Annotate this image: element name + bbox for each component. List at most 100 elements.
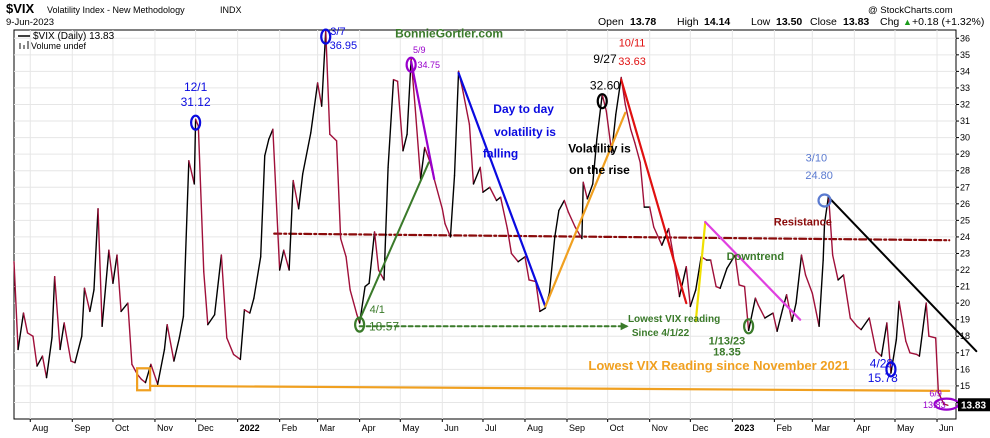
price-segment — [41, 355, 48, 379]
trendline-yellow — [694, 220, 707, 323]
annotation-label: Resistance — [774, 216, 832, 228]
trendline-green — [358, 161, 430, 321]
price-segment — [259, 155, 266, 258]
x-tick-label: 2022 — [240, 423, 260, 433]
trendline-orange — [149, 384, 951, 392]
price-segment — [678, 266, 687, 298]
high-label: High — [677, 16, 699, 28]
annotation-label: 33.63 — [618, 56, 646, 68]
price-segment — [528, 279, 537, 283]
y-tick-label: 32 — [960, 99, 970, 109]
price-segment — [868, 317, 877, 352]
date-label: 9-Jun-2023 — [6, 17, 54, 28]
legend: $VIX (Daily) 13.83 Volume undef — [18, 31, 115, 51]
price-segment — [203, 270, 209, 326]
price-segment — [53, 275, 61, 351]
annotation-label: Lowest VIX reading — [628, 314, 720, 325]
price-segment — [818, 259, 824, 328]
y-tick-label: 18 — [960, 331, 970, 341]
price-segment — [243, 309, 251, 314]
price-segment — [661, 227, 670, 246]
x-tick-label: 2023 — [734, 423, 754, 433]
price-segment — [120, 302, 129, 313]
highlight-ellipse — [320, 28, 332, 45]
price-segment — [918, 302, 927, 357]
trendline-red — [620, 78, 688, 305]
y-tick-label: 27 — [960, 182, 970, 192]
price-segment — [849, 317, 858, 328]
annotation-label: 34.75 — [417, 60, 440, 70]
price-segment — [188, 160, 195, 185]
x-tick-label: Feb — [282, 423, 298, 433]
y-tick-label: 19 — [960, 315, 970, 325]
annotation-label: Lowest VIX Reading since November 2021 — [588, 358, 849, 373]
price-segment — [738, 284, 746, 288]
price-segment — [517, 256, 526, 263]
price-segment — [156, 348, 166, 385]
annotation-label: Since 4/1/22 — [632, 328, 690, 339]
price-segment — [377, 269, 385, 281]
price-segment — [734, 254, 740, 286]
y-tick-label: 35 — [960, 50, 970, 60]
x-tick-label: Oct — [115, 423, 130, 433]
annotation-label: 15.78 — [868, 371, 898, 385]
x-tick-label: Mar — [814, 423, 830, 433]
price-segment — [301, 131, 312, 175]
annotation-label: 3/7 — [330, 26, 345, 38]
price-segment — [581, 181, 584, 240]
price-segment — [297, 173, 304, 210]
trendline-magenta — [704, 220, 802, 321]
price-segment — [345, 256, 351, 291]
annotation-texts: 12/131.12 3/7 36.95 BonnieGortler.com 5/9 34.… — [181, 26, 946, 410]
price-segment — [278, 249, 285, 271]
price-segment — [823, 194, 830, 225]
price-segment — [272, 128, 281, 271]
chg-arrow-icon: ▲ — [903, 17, 912, 27]
price-segment — [592, 138, 598, 185]
price-segment — [586, 183, 594, 200]
price-segment — [842, 274, 851, 319]
price-segment — [26, 332, 34, 337]
price-segment — [373, 231, 380, 271]
price-segment — [667, 227, 674, 253]
price-segment — [811, 292, 820, 328]
x-tick-label: Aug — [32, 423, 48, 433]
annotation-label: 6/9 — [929, 389, 942, 399]
price-segment — [414, 107, 422, 180]
price-segment — [615, 76, 622, 116]
price-segment — [349, 289, 358, 316]
y-tick-label: 16 — [960, 364, 970, 374]
annotation-label: 1/13/23 — [709, 336, 746, 348]
annotation-label: 10/11 — [619, 38, 646, 50]
price-segment — [548, 236, 556, 294]
y-tick-label: 34 — [960, 66, 970, 76]
plot-area: 12/131.12 3/7 36.95 BonnieGortler.com 5/9 34.… — [13, 26, 978, 420]
legend-volume: Volume undef — [31, 41, 87, 51]
x-tick-label: Sep — [74, 423, 90, 433]
price-segment — [197, 125, 205, 273]
low-value: 13.50 — [776, 16, 802, 28]
price-segment — [822, 222, 826, 261]
price-segment — [368, 231, 376, 284]
y-tick-label: 28 — [960, 166, 970, 176]
price-segment — [524, 256, 530, 281]
price-segment — [886, 322, 892, 374]
price-segment — [747, 297, 757, 332]
price-segment — [392, 78, 399, 83]
annotation-label: 12/1 — [184, 80, 208, 94]
price-segment — [396, 80, 404, 152]
price-segment — [648, 206, 655, 228]
price-segment — [726, 254, 736, 270]
price-segment — [928, 335, 937, 339]
price-segment — [764, 312, 774, 319]
price-segment — [112, 254, 118, 284]
x-tick-label: Feb — [776, 423, 792, 433]
x-tick-label: Dec — [692, 423, 709, 433]
price-segment — [856, 325, 862, 331]
y-tick-label: 26 — [960, 199, 970, 209]
price-segment — [83, 287, 91, 313]
price-segment — [93, 208, 99, 291]
price-segment — [601, 93, 608, 112]
price-segment — [898, 300, 907, 342]
price-segment — [163, 323, 168, 351]
